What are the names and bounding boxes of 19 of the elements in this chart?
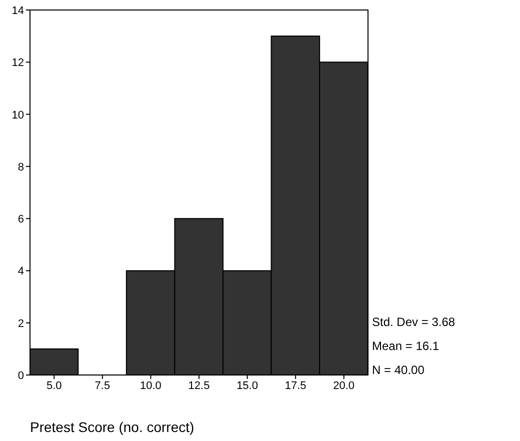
x-axis-title: Pretest Score (no. correct) — [30, 419, 194, 435]
x-tick-label: 17.5 — [284, 380, 306, 392]
x-tick-label: 10.0 — [140, 380, 162, 392]
x-tick-label: 7.5 — [94, 380, 110, 392]
text: Mean = 16.1 — [372, 339, 440, 353]
y-tick-label: 12 — [12, 57, 24, 70]
x-tick-label: 5.0 — [46, 380, 62, 392]
x-tick-label: 12.5 — [188, 380, 210, 392]
y-tick-label: 10 — [12, 109, 24, 122]
x-tick-label: 15.0 — [236, 380, 258, 392]
y-tick-label: 14 — [12, 5, 24, 17]
text: Std. Dev = 3.68 — [372, 315, 456, 329]
y-tick-label: 8 — [18, 161, 24, 174]
y-tick-label: 2 — [18, 318, 24, 330]
y-tick-label: 6 — [18, 214, 24, 226]
y-tick-label: 0 — [18, 370, 24, 382]
x-tick-label: 20.0 — [333, 380, 355, 392]
text: N = 40.00 — [372, 363, 424, 377]
y-tick-label: 4 — [18, 266, 24, 278]
